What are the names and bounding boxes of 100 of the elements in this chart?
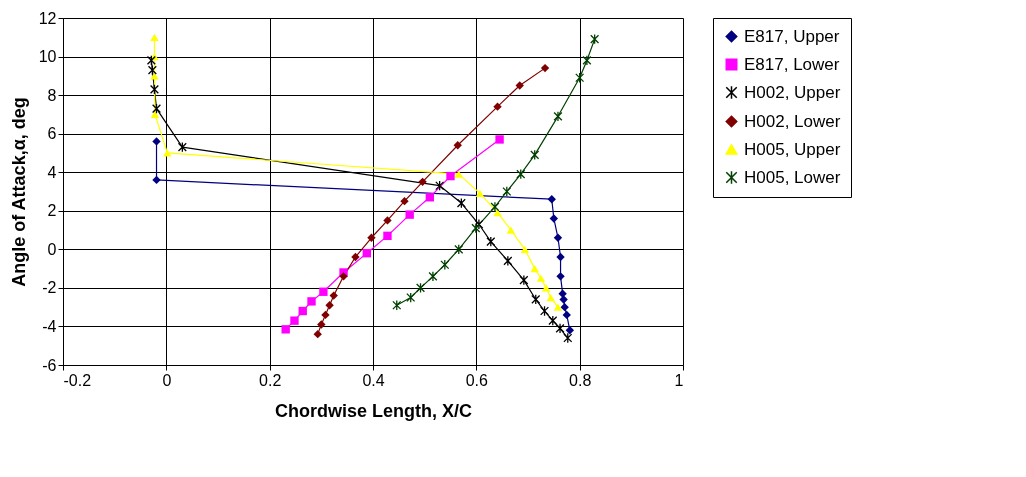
point: [362, 249, 371, 258]
y-tick-label: 6: [47, 125, 57, 143]
point: [454, 244, 464, 255]
legend-label: H002, Upper: [744, 82, 841, 102]
point: [493, 102, 502, 111]
point: [471, 222, 481, 234]
point: [590, 33, 600, 45]
point: [456, 197, 466, 209]
point: [553, 303, 563, 311]
point: [495, 135, 504, 144]
y-tick-label: 0: [47, 240, 57, 258]
x-tick-label: 0.8: [569, 371, 592, 389]
x-tick-label: 0.2: [259, 371, 282, 389]
point: [506, 226, 516, 234]
point: [546, 293, 555, 302]
point: [152, 175, 161, 185]
legend-label: H005, Lower: [744, 167, 841, 187]
y-tick-label: 4: [47, 163, 57, 181]
y-axis-title: Angle of Attack,α, deg: [8, 97, 29, 287]
point: [531, 294, 541, 305]
point: [565, 326, 575, 335]
point: [307, 297, 316, 306]
point: [530, 149, 540, 161]
point: [553, 233, 563, 242]
point: [428, 271, 438, 282]
point: [440, 259, 450, 271]
y-tick-label: 2: [47, 202, 57, 220]
point: [575, 72, 585, 84]
point: [519, 274, 529, 286]
point: [454, 170, 463, 178]
point: [416, 282, 426, 294]
point: [547, 195, 556, 204]
point: [298, 306, 307, 316]
point: [490, 201, 500, 213]
point: [502, 186, 512, 197]
point: [563, 332, 573, 344]
point: [558, 289, 567, 298]
point: [367, 233, 376, 242]
point: [516, 168, 526, 180]
point: [453, 141, 462, 150]
y-tick-label: -6: [42, 356, 57, 374]
point: [150, 110, 160, 119]
point: [406, 292, 416, 303]
point: [319, 287, 328, 296]
point: [351, 252, 360, 262]
point: [530, 264, 539, 273]
point: [425, 193, 435, 202]
point: [560, 302, 569, 312]
point: [383, 231, 392, 241]
y-tick-label: -4: [42, 317, 57, 335]
point: [313, 329, 322, 339]
legend-label: E817, Lower: [744, 54, 840, 74]
point: [149, 84, 159, 95]
point: [150, 33, 159, 41]
point: [383, 216, 392, 225]
x-axis-title: Chordwise Length, X/C: [274, 400, 473, 421]
point: [325, 301, 334, 310]
point: [556, 272, 565, 281]
point: [392, 299, 402, 311]
point: [321, 310, 330, 320]
point: [177, 141, 187, 153]
y-tick-label: 10: [38, 48, 57, 66]
y-tick-label: 8: [47, 86, 57, 104]
point: [556, 252, 565, 262]
point: [486, 236, 496, 247]
point: [559, 295, 568, 304]
point: [317, 320, 326, 329]
point: [549, 214, 559, 223]
point: [520, 245, 530, 253]
point: [541, 284, 551, 292]
point: [548, 315, 558, 326]
point: [446, 171, 455, 181]
legend-label: E817, Upper: [744, 26, 840, 46]
x-tick-label: 0.4: [362, 371, 385, 389]
point: [536, 274, 546, 282]
point: [435, 180, 445, 192]
y-tick-label: -2: [42, 279, 57, 297]
point: [540, 63, 550, 73]
point: [562, 310, 571, 320]
point: [405, 210, 414, 219]
point: [474, 218, 484, 230]
point: [540, 305, 550, 317]
point: [400, 196, 409, 206]
x-tick-label: 1: [674, 371, 684, 389]
point: [151, 103, 162, 114]
point: [281, 325, 290, 334]
point: [329, 291, 338, 300]
point: [553, 111, 563, 122]
x-tick-label: 0.6: [465, 371, 489, 389]
y-tick-label: 12: [38, 9, 57, 27]
point: [475, 189, 485, 198]
x-tick-label: -0.2: [63, 371, 92, 389]
point: [503, 255, 513, 267]
point: [582, 55, 592, 66]
point: [290, 316, 299, 325]
legend-label: H002, Lower: [744, 111, 841, 131]
point: [339, 272, 348, 281]
legend-label: H005, Upper: [744, 139, 841, 159]
point: [418, 177, 427, 187]
point: [163, 149, 172, 157]
